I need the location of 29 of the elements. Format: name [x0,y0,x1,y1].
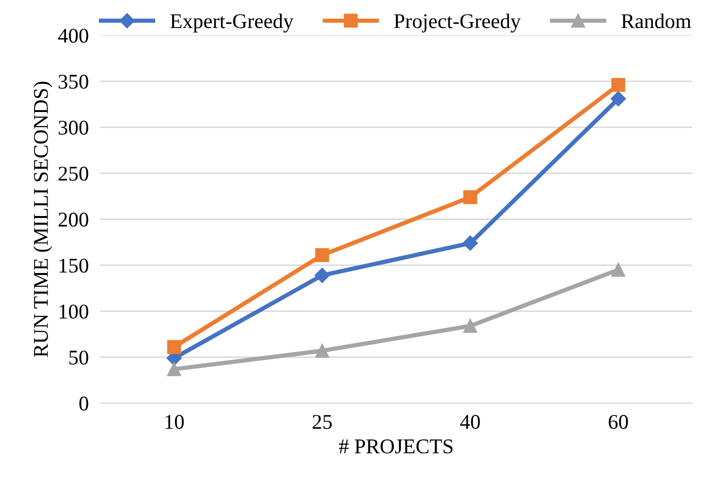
y-tick-label: 200 [58,212,88,227]
y-tick-label: 300 [58,120,88,135]
point [462,236,478,251]
y-axis-title: RUN TIME (MILLI SECONDS) [33,82,52,358]
point [167,362,182,376]
y-tick-label: 400 [58,28,88,43]
point [610,91,626,106]
x-tick-label: 25 [312,414,332,429]
legend-label: Random [621,14,692,28]
point [167,340,182,354]
point [315,248,330,262]
point [463,190,478,204]
y-tick-label: 250 [58,166,88,181]
point [314,268,330,283]
y-tick-label: 350 [58,74,88,89]
legend-label: Expert-Greedy [170,14,294,33]
point [611,78,626,92]
point [611,262,626,277]
y-tick-label: 0 [79,396,88,411]
point [315,344,330,358]
point [463,318,478,333]
y-tick-label: 100 [60,304,88,319]
y-tick-label: 150 [60,258,88,273]
x-axis-title: # PROJECTS [338,439,453,454]
x-tick-label: 10 [166,414,184,429]
x-tick-label: 60 [608,414,628,429]
x-tick-label: 40 [460,414,480,429]
y-tick-label: 50 [69,350,88,365]
legend-label: Project-Greedy [394,14,521,33]
